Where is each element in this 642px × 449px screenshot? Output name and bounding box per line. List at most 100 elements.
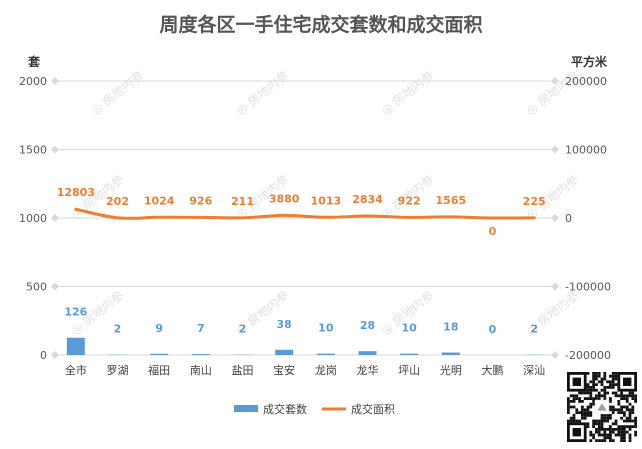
qr-module xyxy=(620,428,623,431)
category-label: 龙华 xyxy=(357,363,379,377)
qr-module xyxy=(609,436,612,440)
line-data-label: 922 xyxy=(398,194,421,207)
qr-module xyxy=(586,388,590,392)
qr-module xyxy=(609,425,612,428)
right-tick-label: 0 xyxy=(565,212,572,225)
qr-module xyxy=(611,374,615,378)
qr-module xyxy=(600,433,604,437)
qr-module xyxy=(567,397,570,400)
qr-module xyxy=(575,408,579,412)
bar-data-label: 10 xyxy=(402,322,418,335)
qr-module xyxy=(625,430,629,434)
qr-module xyxy=(609,414,612,417)
qr-module xyxy=(578,419,581,423)
bar xyxy=(316,353,335,355)
qr-module xyxy=(597,397,601,400)
qr-module xyxy=(589,391,593,395)
qr-module xyxy=(634,400,637,403)
qr-module xyxy=(592,372,595,375)
qr-module xyxy=(631,397,635,400)
bar-data-label: 126 xyxy=(64,306,87,319)
legend-bar-swatch xyxy=(234,405,258,412)
category-label: 宝安 xyxy=(273,363,295,377)
qr-module xyxy=(597,425,601,428)
qr-module xyxy=(617,400,621,403)
qr-module xyxy=(592,380,595,384)
qr-module xyxy=(600,388,604,392)
qr-module xyxy=(572,400,576,403)
qr-module xyxy=(603,374,607,378)
qr-module xyxy=(620,436,623,440)
right-axis-ticks: 200000 100000 0 -100000 -200000 xyxy=(565,75,611,362)
bar-data-label: 7 xyxy=(197,322,205,335)
qr-module xyxy=(606,414,609,417)
qr-module xyxy=(628,416,632,420)
watermark-text: ◎ 房地内参 xyxy=(88,67,146,117)
qr-module xyxy=(600,414,604,417)
qr-module xyxy=(625,400,629,403)
qr-module xyxy=(620,394,623,398)
line-data-label: 2834 xyxy=(352,193,383,206)
qr-module xyxy=(609,380,612,384)
right-tick-marker xyxy=(551,145,559,154)
qr-module xyxy=(614,374,618,378)
qr-module xyxy=(567,405,570,409)
right-axis-unit: 平方米 xyxy=(571,54,608,69)
bar-series: 126 2 9 7 2 38 10 28 10 18 0 2 xyxy=(64,306,544,355)
bar-data-label: 9 xyxy=(155,322,163,335)
qr-module xyxy=(606,428,609,431)
qr-module xyxy=(603,391,607,395)
qr-module xyxy=(589,411,593,414)
category-label: 福田 xyxy=(148,363,170,377)
qr-module xyxy=(625,425,629,428)
qr-module xyxy=(611,430,615,434)
qr-module xyxy=(589,386,593,389)
qr-module xyxy=(609,408,612,412)
qr-module xyxy=(609,439,612,442)
watermark-text: ◎ 房地内参 xyxy=(378,67,436,117)
line-data-label: 225 xyxy=(523,195,546,208)
right-tick-marker xyxy=(551,351,559,359)
qr-module xyxy=(586,422,590,426)
qr-module xyxy=(620,405,623,409)
bar-data-label: 10 xyxy=(318,322,334,335)
qr-module xyxy=(567,402,570,406)
qr-module xyxy=(581,408,584,412)
qr-module xyxy=(634,430,637,434)
line-data-label: 0 xyxy=(489,225,497,238)
qr-module xyxy=(606,436,609,440)
chart-title: 周度各区一手住宅成交套数和成交面积 xyxy=(159,13,482,36)
right-tick-label: 100000 xyxy=(565,144,607,157)
qr-module xyxy=(595,388,598,392)
qr-module xyxy=(623,433,626,437)
qr-module xyxy=(592,433,595,437)
line-data-label: 3880 xyxy=(269,192,300,205)
qr-module xyxy=(597,433,601,437)
qr-module xyxy=(614,372,618,375)
line-data-label: 926 xyxy=(189,194,212,207)
qr-module xyxy=(617,394,621,398)
qr-module xyxy=(611,391,615,395)
left-tick-marker xyxy=(51,214,59,222)
qr-module xyxy=(611,386,615,389)
qr-module xyxy=(617,428,621,431)
bar xyxy=(191,354,210,355)
qr-module xyxy=(617,430,621,434)
qr-module xyxy=(567,408,570,412)
qr-module xyxy=(606,419,609,423)
qr-module xyxy=(575,411,579,414)
qr-module xyxy=(628,425,632,428)
left-tick-label: 500 xyxy=(26,281,47,294)
qr-module xyxy=(634,422,637,426)
category-label: 盐田 xyxy=(232,364,254,377)
line-data-label: 1013 xyxy=(311,194,342,207)
qr-module xyxy=(589,402,593,406)
qr-module xyxy=(620,430,623,434)
qr-module xyxy=(581,411,584,414)
right-tick-label: -100000 xyxy=(565,281,611,294)
qr-module xyxy=(623,439,626,442)
qr-module xyxy=(611,380,615,384)
bar xyxy=(275,349,294,355)
qr-module xyxy=(631,405,635,409)
qr-module xyxy=(572,394,576,398)
